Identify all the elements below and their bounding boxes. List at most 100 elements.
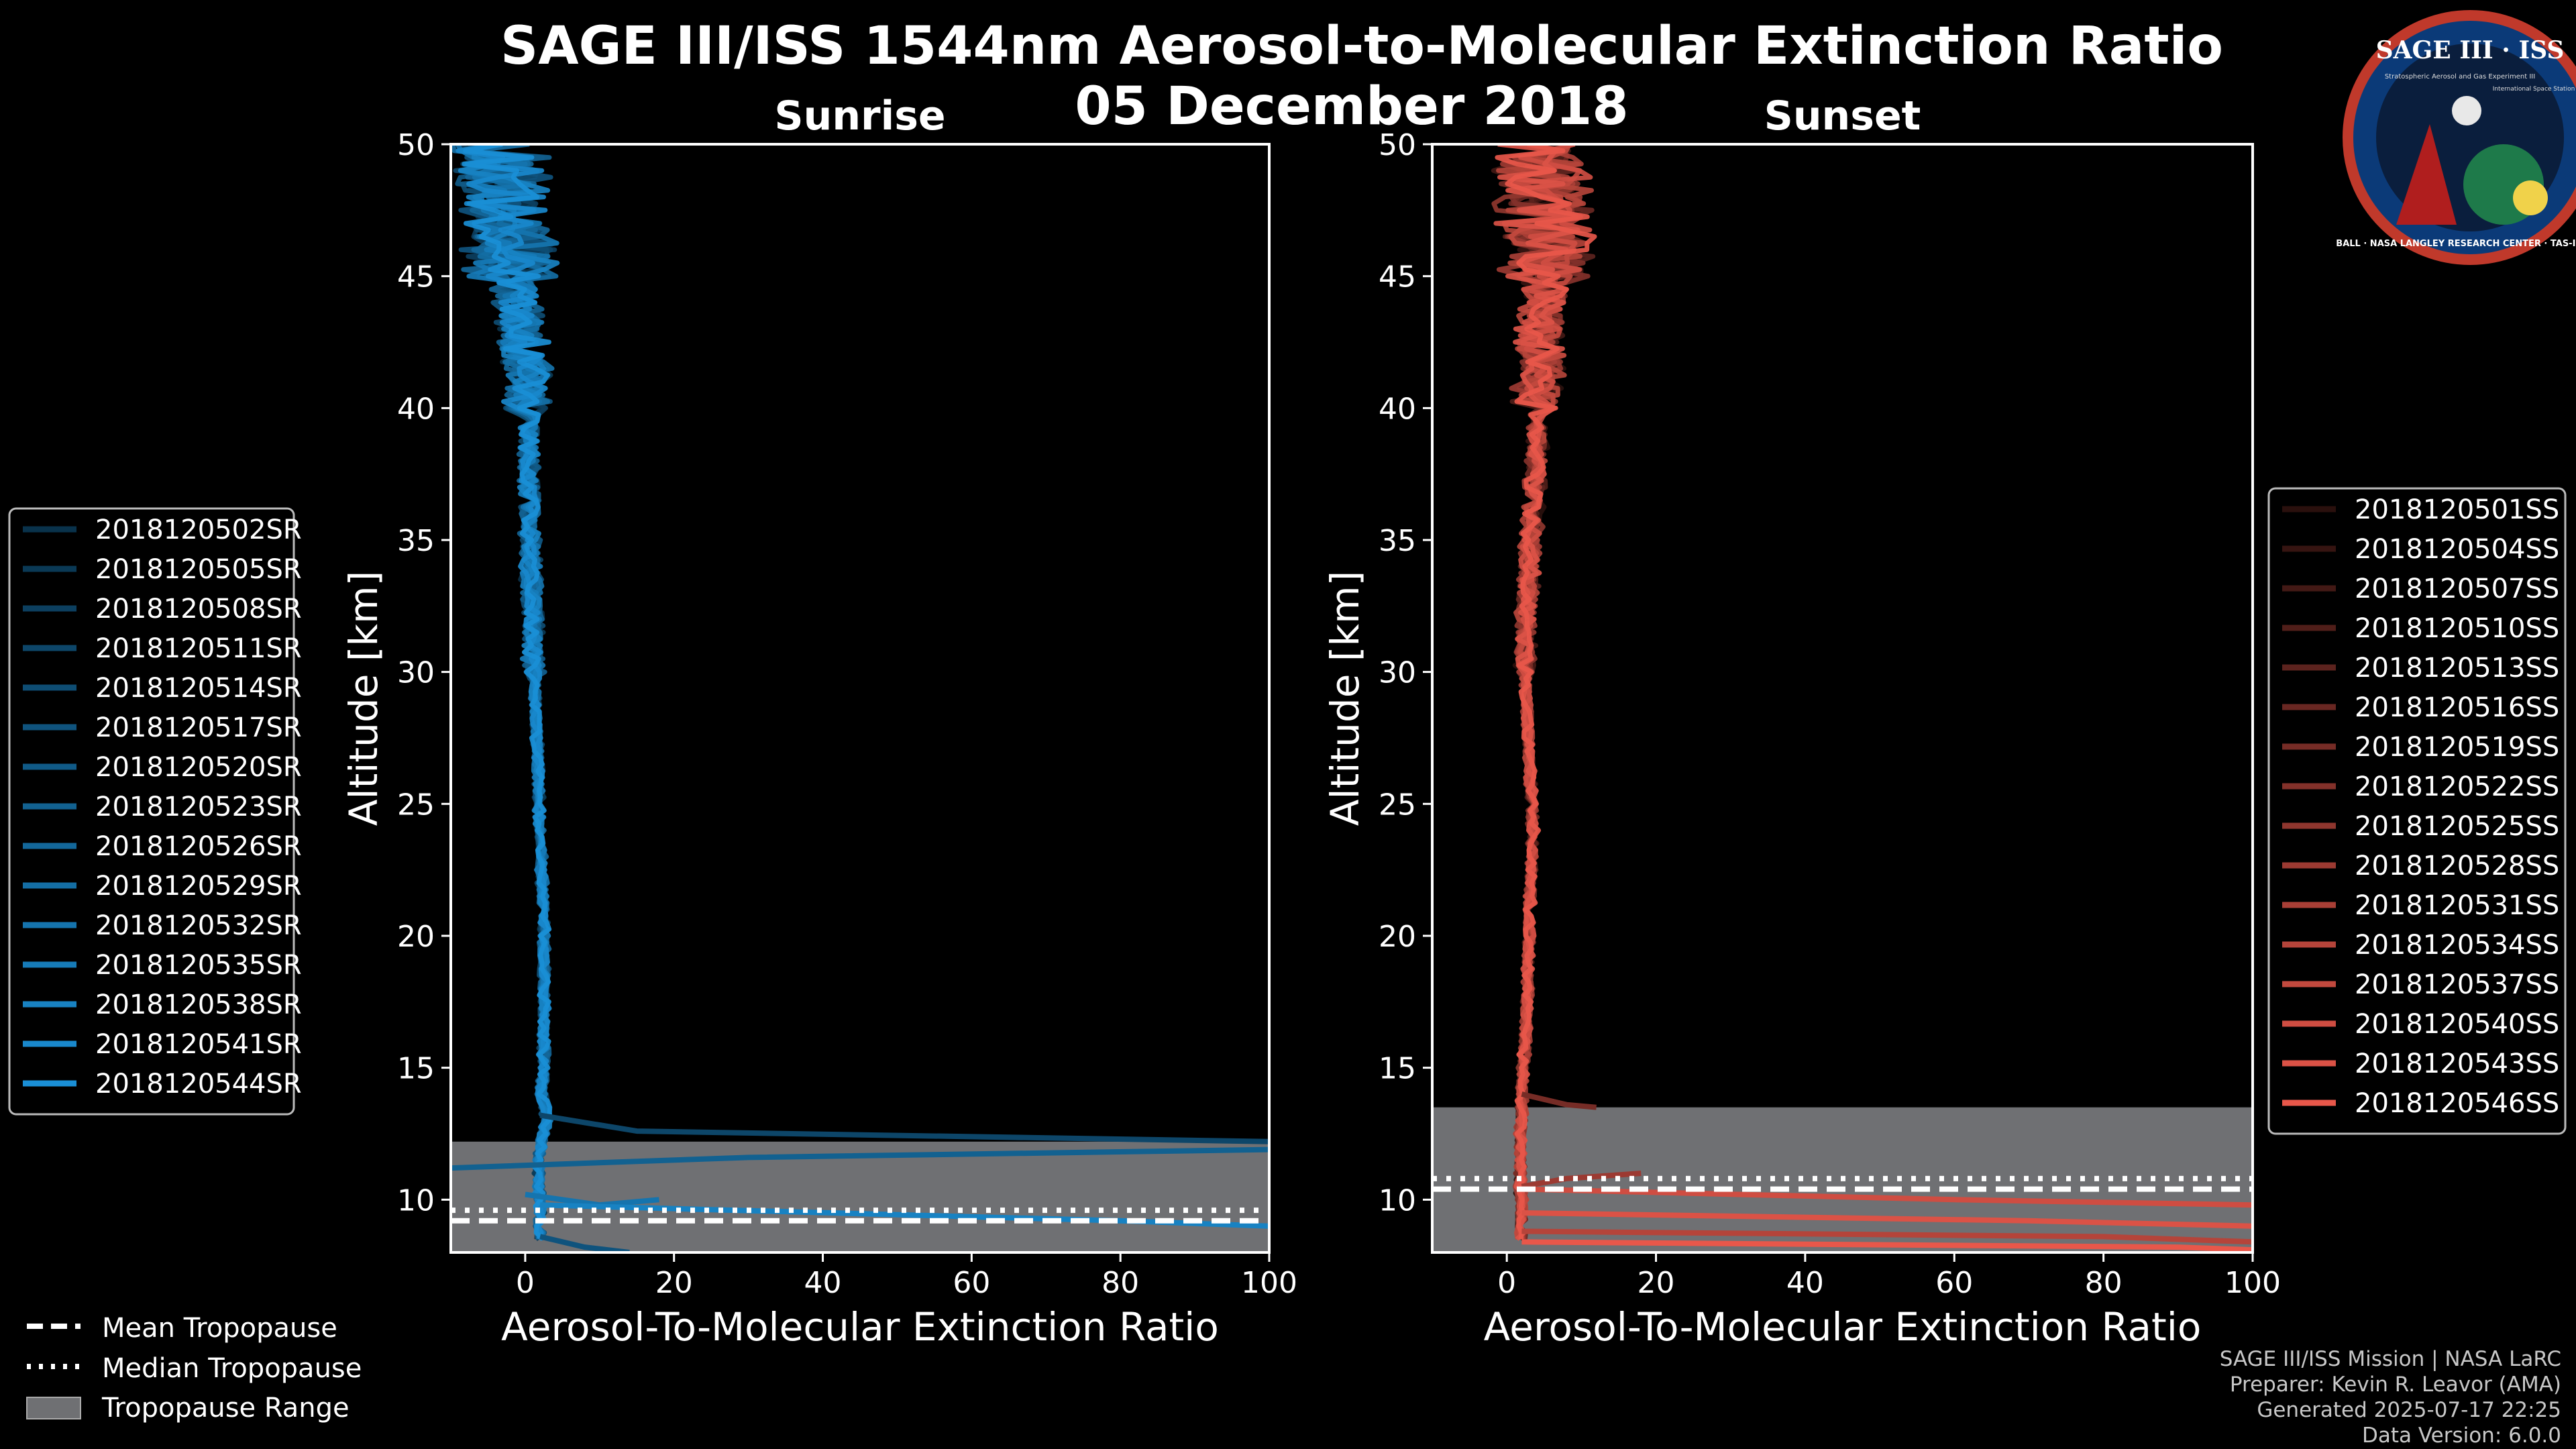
legend-label: 2018120531SS [2355,890,2559,921]
y-tick-label: 45 [397,260,435,294]
legend-label: 2018120507SS [2355,574,2559,604]
series-line-2018120544SR [462,144,553,1241]
x-tick-label: 80 [2085,1266,2123,1300]
legend-label: 2018120525SS [2355,811,2559,842]
y-tick-label: 40 [1379,392,1416,426]
legend-label: 2018120526SR [95,831,302,862]
x-axis-label: Aerosol-To-Molecular Extinction Ratio [501,1304,1219,1350]
legend-label: 2018120517SR [95,712,302,743]
x-tick-label: 20 [655,1266,693,1300]
wizard-icon [2396,124,2457,225]
series-excursion-2018120511SR [539,1112,1269,1144]
legend-label: 2018120501SS [2355,494,2559,525]
plot-frame [449,143,1271,1254]
tropopause-range-label: Tropopause Range [101,1393,350,1424]
y-axis-label: Altitude [km] [341,571,386,826]
series-excursion-2018120528SS [1521,1171,1642,1189]
legend-label: 2018120540SS [2355,1009,2559,1040]
legend-label: 2018120534SS [2355,930,2559,961]
footer-line: Data Version: 6.0.0 [2362,1424,2561,1448]
panel-title: Sunset [1764,93,1921,140]
legend-label: 2018120511SR [95,633,302,664]
series-excursion-2018120540SS [1521,1186,2253,1208]
plot-frame [1431,143,2254,1254]
series-excursion-2018120546SS [1521,1239,2253,1252]
series-excursion-2018120534SS [1521,1228,2253,1245]
legend-label: 2018120537SS [2355,969,2559,1000]
mean-tropopause-label: Mean Tropopause [102,1313,337,1344]
series-excursion-2018120523SR [451,1146,1269,1171]
profile-lines [451,144,1269,1252]
x-tick-label: 0 [516,1266,535,1300]
y-tick-label: 50 [1379,128,1416,162]
legend-label: 2018120528SS [2355,851,2559,881]
legend-label: 2018120513SS [2355,653,2559,684]
x-tick-label: 0 [1497,1266,1516,1300]
x-tick-label: 60 [953,1266,990,1300]
legend-label: 2018120523SR [95,792,302,822]
chart-layer: 0 20 40 60 80 100101520253035404550SunriseAer… [8,93,2567,1350]
legend-label: 2018120519SS [2355,732,2559,763]
y-tick-label: 20 [1379,920,1416,954]
legend-label: 2018120510SS [2355,613,2559,644]
y-tick-label: 15 [1379,1052,1416,1086]
chart-panel-sunset: 0 20 40 60 80 100 10 15 20 25 30 35 40 45 50 Sunset Aero… [1322,93,2567,1350]
series-line-2018120546SS [1495,144,1597,1240]
panel-title: Sunrise [774,93,945,140]
tropopause-range-band [451,1141,1269,1252]
logo-ring: BALL · NASA LANGLEY RESEARCH CENTER · TA… [2336,239,2576,249]
y-tick-label: 25 [1379,788,1416,822]
sun-icon [2513,180,2548,215]
legend-label: 2018120504SS [2355,534,2559,565]
tropopause-legend: Mean Tropopause Median Tropopause Tropop… [26,1313,362,1424]
legend-label: 2018120516SS [2355,692,2559,723]
y-tick-label: 20 [397,920,435,954]
y-tick-label: 35 [397,524,435,558]
legend-label: 2018120544SR [95,1069,302,1099]
y-tick-label: 10 [1379,1183,1416,1218]
legend-label: 2018120535SR [95,950,302,981]
plot-background [451,144,1269,1252]
series-legend: 2018120502SR 2018120505SR 2018120508SR 2018… [8,507,302,1116]
y-tick-label: 35 [1379,524,1416,558]
x-tick-label: 20 [1638,1266,1675,1300]
x-tick-label: 40 [1786,1266,1824,1300]
y-tick-label: 40 [397,392,435,426]
profile-lines [1491,144,2253,1252]
y-tick-label: 50 [397,128,435,162]
legend-label: 2018120505SR [95,554,302,585]
legend-label: 2018120520SR [95,752,302,783]
y-tick-label: 45 [1379,260,1416,294]
chart-panel-sunrise: 0 20 40 60 80 100 10 15 20 25 30 35 40 45 50 Sunrise Aer… [8,93,1297,1350]
footer-line: SAGE III/ISS Mission | NASA LaRC [2220,1347,2561,1371]
y-tick-label: 30 [397,656,435,690]
x-tick-label: 80 [1102,1266,1139,1300]
y-axis-label: Altitude [km] [1322,571,1368,826]
x-tick-label: 100 [2224,1266,2281,1300]
logo-name: SAGE III · ISS [2376,36,2565,64]
figure-title: SAGE III/ISS 1544nm Aerosol-to-Molecular… [500,16,2223,76]
median-tropopause-label: Median Tropopause [102,1353,362,1384]
footer-line: Preparer: Kevin R. Leavor (AMA) [2230,1373,2561,1397]
sage-logo: SAGE III · ISS Stratospheric Aerosol and… [2336,10,2576,265]
tropopause-range-swatch [26,1397,81,1419]
y-tick-label: 25 [397,788,435,822]
x-axis-label: Aerosol-To-Molecular Extinction Ratio [1484,1304,2202,1350]
legend-label: 2018120514SR [95,673,302,704]
logo-station: International Space Station [2493,86,2575,93]
series-legend: 2018120501SS 2018120504SS 2018120507SS 2018… [2267,487,2567,1135]
figure-date: 05 December 2018 [1075,76,1628,137]
footer-line: Generated 2025-07-17 22:25 [2257,1398,2561,1422]
x-tick-label: 60 [1935,1266,1973,1300]
legend-label: 2018120538SR [95,989,302,1020]
legend-label: 2018120529SR [95,871,302,902]
legend-label: 2018120522SS [2355,771,2559,802]
legend-label: 2018120546SS [2355,1088,2559,1119]
moon-icon [2452,96,2481,125]
y-tick-label: 30 [1379,656,1416,690]
series-excursion-2018120519SS [1521,1091,1597,1110]
legend-box [8,507,295,1116]
y-tick-label: 10 [397,1183,435,1218]
x-tick-label: 40 [804,1266,842,1300]
